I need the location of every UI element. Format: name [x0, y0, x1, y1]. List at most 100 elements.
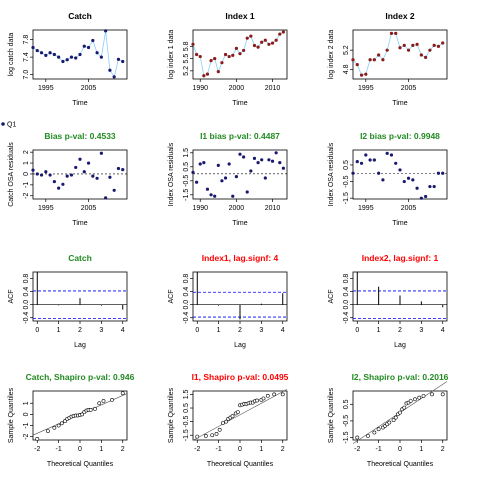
qq-point: [93, 406, 97, 411]
y-tick-label: 7.0: [23, 70, 30, 80]
data-point: [406, 48, 411, 52]
x-tick-label: 4: [441, 327, 445, 334]
y-tick-label: -0.4: [343, 312, 350, 324]
plot-frame: [192, 149, 288, 200]
x-tick-label: 1: [99, 446, 103, 453]
data-point: [31, 45, 35, 50]
qq-point: [272, 392, 277, 397]
plot-frame: [32, 29, 128, 80]
data-point: [195, 52, 199, 57]
data-point: [436, 44, 441, 48]
x-tick-label: 2: [281, 446, 285, 453]
y-tick-label: -1.5: [183, 189, 190, 201]
qq-point: [214, 431, 219, 436]
x-tick-label: 1: [419, 446, 423, 453]
plot-frame: [352, 390, 448, 441]
qq-point: [80, 412, 85, 417]
residual-point: [377, 171, 381, 175]
residual-point: [216, 163, 220, 167]
x-tick-label: -2: [354, 446, 360, 453]
data-point: [249, 34, 253, 38]
data-point: [91, 38, 95, 43]
x-axis-label: Time: [392, 220, 407, 227]
residual-point: [57, 186, 61, 190]
y-tick-label: -1.5: [183, 429, 190, 441]
data-point: [351, 58, 355, 62]
x-tick-label: 1990: [192, 205, 208, 212]
x-tick-label: 2010: [265, 85, 281, 92]
qq-point: [210, 433, 215, 438]
y-tick-label: 1.5: [183, 148, 190, 158]
residual-point: [108, 175, 112, 179]
data-point: [209, 59, 213, 63]
y-tick-label: 7.8: [23, 35, 30, 45]
y-axis-label: log catch data: [8, 33, 15, 77]
data-point: [372, 58, 376, 62]
qq-point: [255, 398, 259, 403]
y-axis-label: log index 2 data: [328, 30, 335, 80]
data-point: [263, 38, 267, 42]
data-point: [252, 43, 257, 48]
qq-point: [387, 420, 392, 425]
y-tick-label: -0.5: [343, 415, 350, 427]
residual-point: [432, 184, 436, 189]
data-point: [411, 43, 415, 47]
data-point: [39, 51, 44, 55]
x-tick-label: 2000: [229, 85, 245, 92]
residual-point: [242, 155, 246, 159]
qq-point: [265, 393, 270, 398]
x-tick-label: 1: [377, 327, 381, 334]
panel-title: Bias p-val: 0.4533: [44, 131, 116, 141]
residual-point: [394, 161, 398, 165]
data-point: [116, 57, 121, 61]
x-tick-label: 2005: [401, 85, 417, 92]
residual-point: [436, 171, 441, 175]
legend-marker: [1, 122, 5, 126]
y-tick-label: 5.2: [343, 45, 350, 55]
legend: Q1: [1, 122, 16, 129]
x-axis-label: Time: [72, 220, 87, 227]
y-axis-label: Sample Quantiles: [168, 387, 175, 443]
residual-point: [52, 179, 56, 184]
qq-point: [217, 427, 222, 432]
residual-point: [267, 158, 271, 162]
panel-2: Index 1 1990 2000 2010 5.2 5.5 5.8 Time log inde…: [168, 11, 288, 107]
residual-point: [415, 186, 419, 190]
y-axis-label: ACF: [8, 290, 15, 304]
residual-point: [270, 159, 275, 163]
data-point: [74, 56, 78, 60]
residual-point: [372, 158, 376, 162]
x-tick-label: 1995: [358, 85, 374, 92]
data-point: [389, 31, 394, 35]
data-point: [355, 62, 359, 67]
x-tick-label: 0: [35, 327, 39, 334]
data-point: [48, 51, 52, 55]
x-tick-label: 2005: [401, 205, 417, 212]
residual-point: [198, 162, 202, 166]
x-tick-label: 1995: [38, 85, 54, 92]
y-tick-label: -2: [23, 433, 30, 439]
panel-7: Catch 0 1 2 3 4 -0.4 0.0 0.4 0.8 Lag ACF: [8, 253, 128, 349]
x-axis-label: Theoretical Quantiles: [367, 461, 434, 468]
residual-point: [252, 156, 257, 160]
y-tick-label: -1: [23, 182, 30, 188]
plot-frame: [352, 149, 448, 200]
residual-point: [231, 194, 235, 198]
y-tick-label: 0.5: [343, 160, 350, 170]
qq-point: [235, 410, 240, 414]
data-point: [57, 55, 61, 59]
x-axis-label: Time: [232, 220, 247, 227]
panel-title: I1 bias p-val: 0.4487: [200, 131, 280, 141]
panel-title: Catch: [68, 11, 92, 21]
residual-point: [424, 194, 428, 199]
data-point: [377, 53, 381, 57]
qq-point: [88, 408, 93, 412]
data-point: [242, 48, 246, 53]
legend-label: Q1: [7, 122, 16, 129]
y-tick-label: 5.5: [183, 54, 190, 64]
residual-point: [249, 169, 253, 173]
data-point: [52, 52, 56, 57]
data-point: [223, 52, 228, 57]
data-point: [220, 61, 224, 65]
